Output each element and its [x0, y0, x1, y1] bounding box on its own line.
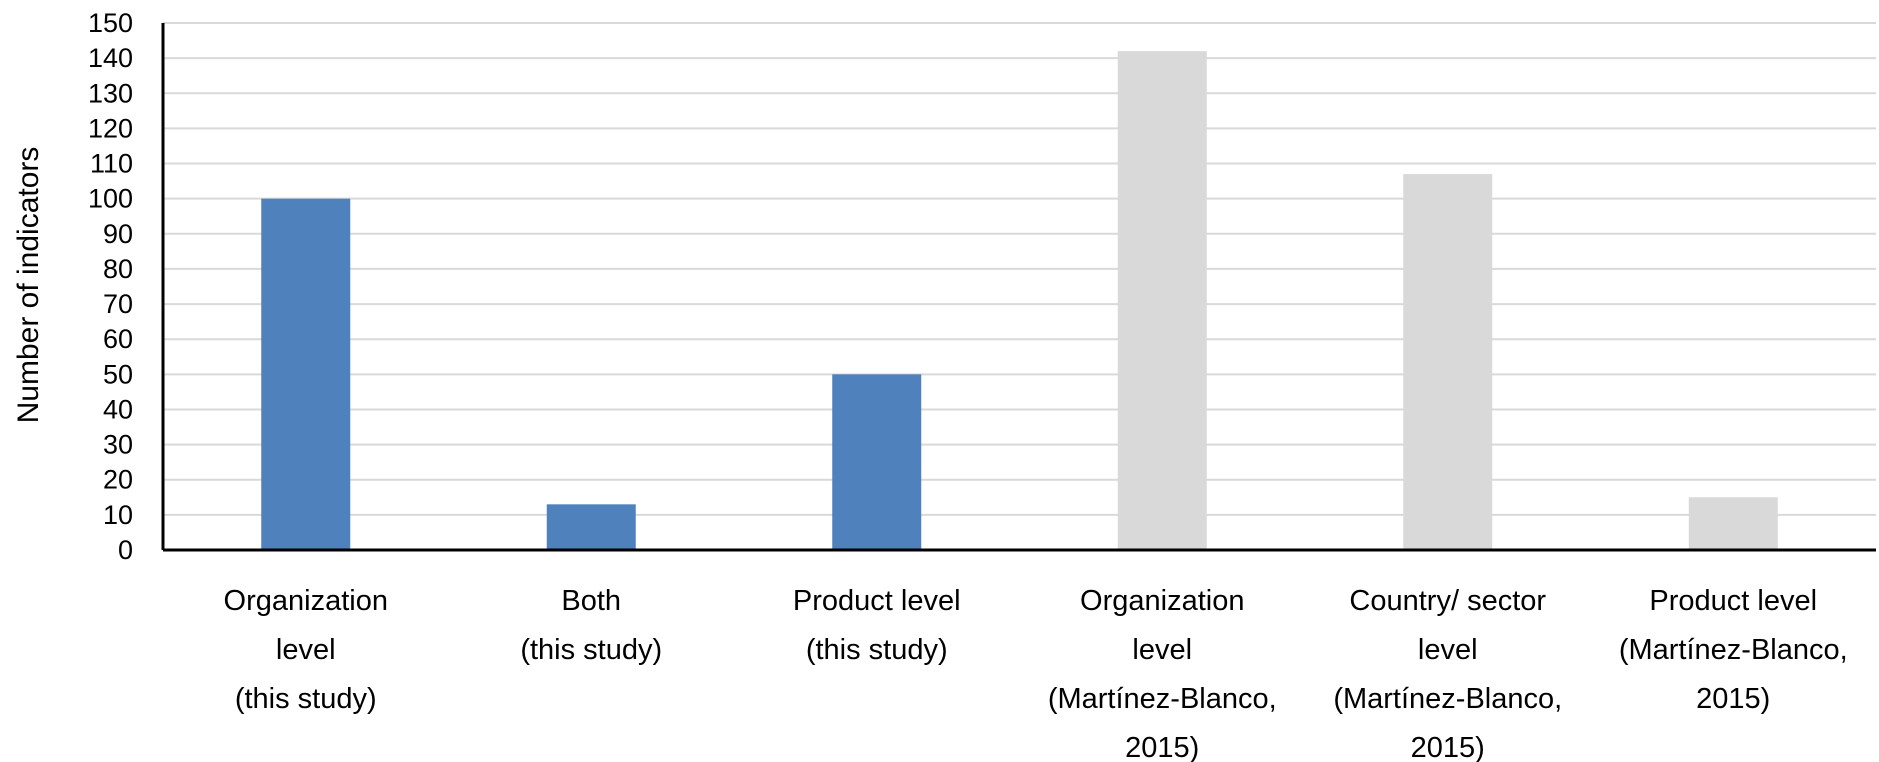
y-tick-label: 60	[103, 324, 133, 354]
x-category-label-line: Product level	[793, 585, 961, 617]
x-category-label: Organization level (this study)	[224, 585, 388, 715]
y-tick-label: 140	[88, 43, 133, 73]
x-category-label: Organization level (Martínez-Blanco, 2015)	[1048, 585, 1277, 762]
x-category-label-line: level	[1418, 634, 1478, 666]
bar	[832, 374, 922, 550]
x-category-label-line: 2015)	[1411, 732, 1485, 762]
y-tick-label: 20	[103, 465, 133, 495]
y-tick-label: 120	[88, 113, 133, 143]
x-category-label-line: (Martínez-Blanco,	[1619, 634, 1848, 666]
x-category-label-line: Product level	[1649, 585, 1817, 617]
y-tick-label: 80	[103, 254, 133, 284]
y-tick-label: 110	[90, 149, 133, 179]
y-axis-title: Number of indicators	[12, 147, 45, 424]
x-category-label-line: level	[1132, 634, 1192, 666]
y-tick-label: 70	[103, 289, 133, 319]
bars	[261, 51, 1778, 551]
x-category-label-line: (this study)	[806, 634, 948, 666]
bar	[1117, 51, 1207, 551]
x-category-label-line: Both	[561, 585, 621, 617]
x-category-label-line: Organization	[224, 585, 388, 617]
y-tick-label: 100	[88, 184, 133, 214]
x-category-label: Product level (this study)	[793, 585, 961, 666]
x-category-label-line: Country/ sector	[1349, 585, 1546, 617]
x-category-label-line: (this study)	[235, 683, 377, 715]
x-category-label: Product level (Martínez-Blanco, 2015)	[1619, 585, 1848, 715]
y-tick-label: 30	[103, 430, 133, 460]
x-category-label-line: 2015)	[1125, 732, 1199, 762]
x-category-label-line: Organization	[1080, 585, 1244, 617]
x-category-label: Both (this study)	[520, 585, 662, 666]
y-tick-label: 40	[103, 394, 133, 424]
x-category-labels: Organization level (this study) Both (this s…	[224, 585, 1848, 762]
bar	[261, 198, 351, 550]
x-category-label-line: 2015)	[1696, 683, 1770, 715]
gridlines	[163, 22, 1876, 516]
bar	[546, 504, 636, 550]
bar	[1688, 497, 1778, 550]
bar	[1403, 174, 1493, 550]
y-tick-label: 0	[118, 535, 133, 565]
x-category-label-line: level	[276, 634, 336, 666]
y-tick-label: 50	[103, 359, 133, 389]
y-tick-label: 90	[103, 219, 133, 249]
x-category-label-line: (Martínez-Blanco,	[1333, 683, 1562, 715]
x-category-label: Country/ sector level (Martínez-Blanco, 201…	[1333, 585, 1562, 762]
y-tick-labels: 0 10 20 30 40 50 60 70 80 90 100 110 120 130 140 150	[88, 8, 133, 565]
y-tick-label: 130	[88, 78, 133, 108]
axes	[161, 23, 1876, 552]
y-tick-label: 150	[88, 8, 133, 38]
x-category-label-line: (this study)	[520, 634, 662, 666]
y-tick-label: 10	[103, 500, 133, 530]
x-category-label-line: (Martínez-Blanco,	[1048, 683, 1277, 715]
